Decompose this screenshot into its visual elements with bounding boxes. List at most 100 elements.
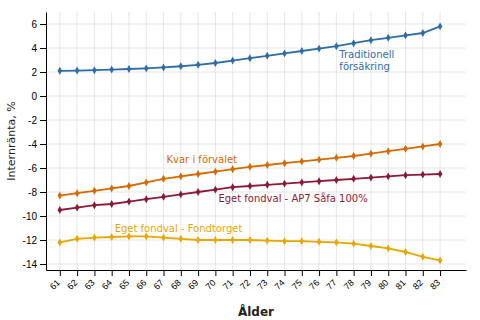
y-tick: -8 <box>28 187 46 198</box>
x-tick-mark <box>319 270 320 276</box>
series-marker <box>265 161 270 169</box>
series-line <box>60 236 440 260</box>
x-tick-label: 64 <box>100 277 114 291</box>
x-tick: 66 <box>134 270 148 292</box>
series-marker <box>127 198 132 206</box>
x-tick-mark <box>354 270 355 276</box>
series-marker <box>300 178 305 186</box>
series-marker <box>317 238 322 246</box>
series-marker <box>127 65 132 73</box>
series-marker <box>58 206 63 214</box>
series-marker <box>230 57 235 65</box>
x-tick-label: 75 <box>290 277 304 291</box>
series-marker <box>334 154 339 162</box>
series-marker <box>334 176 339 184</box>
x-tick-label: 73 <box>255 277 269 291</box>
y-tick-label: -8 <box>28 187 37 198</box>
x-tick-mark <box>198 270 199 276</box>
x-tick: 78 <box>342 270 356 292</box>
annotation: Kvar i förvalet <box>167 154 238 165</box>
x-tick: 79 <box>359 270 373 292</box>
series-marker <box>127 182 132 190</box>
series-marker <box>248 236 253 244</box>
y-tick-label: -12 <box>23 235 38 246</box>
y-tick-label: 0 <box>31 91 37 102</box>
series-marker <box>421 142 426 150</box>
series-marker <box>92 201 97 209</box>
series-marker <box>58 238 63 246</box>
grid-line-y <box>46 216 466 217</box>
x-tick-label: 80 <box>376 277 390 291</box>
x-tick-label: 69 <box>186 277 200 291</box>
grid-line-x <box>94 12 95 270</box>
grid-line-y <box>46 168 466 169</box>
x-tick: 62 <box>65 270 79 292</box>
series-marker <box>369 36 374 44</box>
y-tick-label: 4 <box>31 43 37 54</box>
y-tick-mark <box>40 72 46 73</box>
series-marker <box>403 31 408 39</box>
series-marker <box>438 256 443 264</box>
x-tick: 75 <box>290 270 304 292</box>
y-tick: -4 <box>28 139 46 150</box>
series-marker <box>213 186 218 194</box>
grid-line-x <box>59 12 60 270</box>
y-tick-mark <box>40 240 46 241</box>
x-tick-mark <box>215 270 216 276</box>
series-marker <box>179 235 184 243</box>
series-marker <box>369 174 374 182</box>
x-tick-label: 83 <box>428 277 442 291</box>
series-marker <box>265 237 270 245</box>
x-tick: 76 <box>307 270 321 292</box>
series-marker <box>403 171 408 179</box>
series-marker <box>248 163 253 171</box>
x-tick: 74 <box>273 270 287 292</box>
series-marker <box>300 157 305 165</box>
x-tick-mark <box>233 270 234 276</box>
series-marker <box>75 67 80 75</box>
series-line <box>60 144 440 196</box>
y-tick: 6 <box>31 19 46 30</box>
x-tick-label: 74 <box>273 277 287 291</box>
series-marker <box>351 39 356 47</box>
annotations: TraditionellförsäkringKvar i förvaletEge… <box>115 49 395 234</box>
y-tick: 4 <box>31 43 46 54</box>
series-marker <box>317 45 322 53</box>
y-tick-label: -10 <box>23 211 38 222</box>
series-marker <box>403 145 408 153</box>
series-marker <box>213 236 218 244</box>
y-tick-mark <box>40 264 46 265</box>
series-marker <box>248 54 253 62</box>
series-marker <box>351 240 356 248</box>
x-tick: 67 <box>152 270 166 292</box>
annotation: Eget fondval - AP7 Såfa 100% <box>218 192 367 204</box>
x-tick-label: 72 <box>238 277 252 291</box>
y-tick-mark <box>40 48 46 49</box>
series-marker <box>144 195 149 203</box>
series-marker <box>196 188 201 196</box>
series-marker <box>282 180 287 188</box>
series-marker <box>334 238 339 246</box>
series-marker <box>161 175 166 183</box>
series-marker <box>179 62 184 70</box>
y-axis: -14-12-10-8-6-4-20246 <box>23 13 47 271</box>
series-marker <box>92 66 97 74</box>
grid-line-x <box>336 12 337 270</box>
series-marker <box>196 170 201 178</box>
y-tick: -6 <box>28 163 46 174</box>
y-tick-mark <box>40 24 46 25</box>
series-marker <box>265 52 270 60</box>
y-tick: -10 <box>23 211 46 222</box>
x-tick-label: 67 <box>152 277 166 291</box>
x-tick-mark <box>164 270 165 276</box>
annotation: försäkring <box>339 61 389 72</box>
series-line <box>60 174 440 210</box>
y-tick-label: -4 <box>28 139 37 150</box>
series-marker <box>386 34 391 42</box>
grid <box>46 12 466 270</box>
y-axis-title: Internränta, % <box>5 101 18 180</box>
y-tick-label: 6 <box>31 19 37 30</box>
grid-line-y <box>46 24 466 25</box>
x-tick-mark <box>423 270 424 276</box>
x-tick: 80 <box>376 270 390 292</box>
